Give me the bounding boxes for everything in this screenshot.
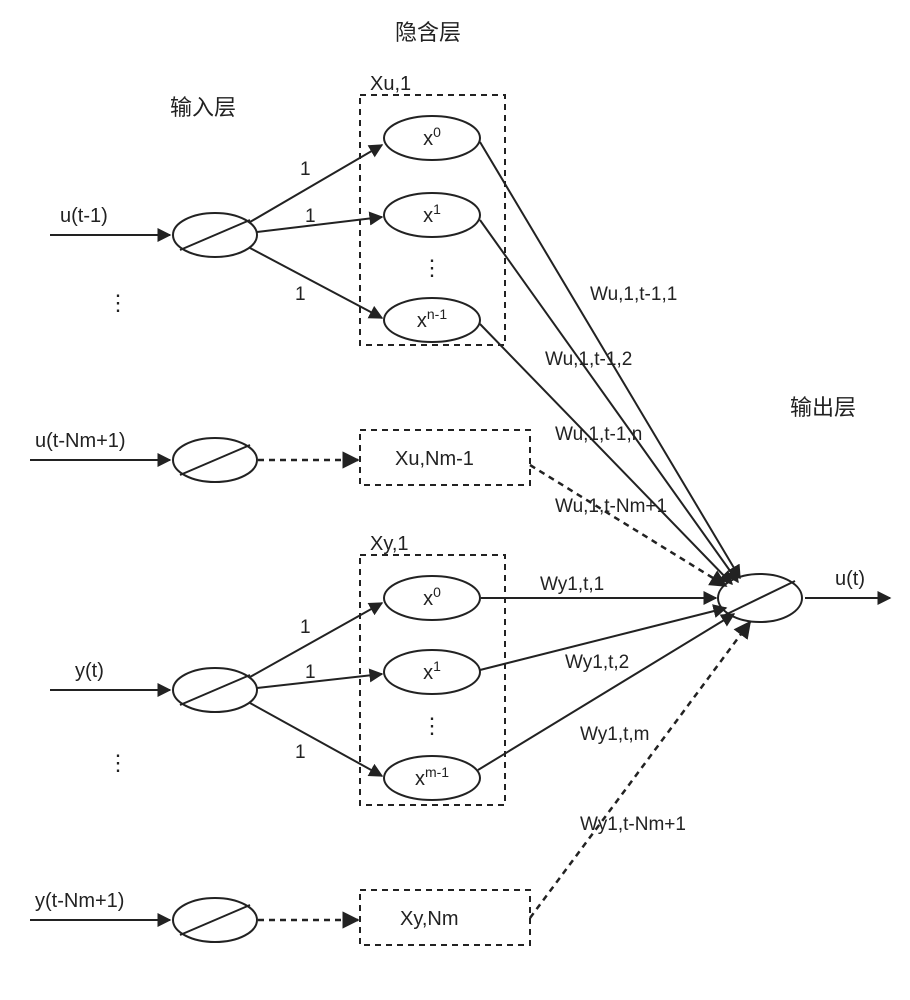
edge-weight-1b: 1 (305, 206, 316, 227)
vdots-input-u: ⋮ (107, 290, 129, 315)
hidden-title-xuN: Xu,Nm-1 (395, 448, 474, 470)
input-label-y1: y(t) (75, 660, 104, 682)
hidden-title-xu1: Xu,1 (370, 73, 411, 95)
edge-wy2: Wy1,t,2 (565, 652, 629, 673)
edges-y-to-hidden: 1 1 1 (250, 603, 382, 776)
hidden-title-xyN: Xy,Nm (400, 908, 459, 930)
input-label-u1: u(t-1) (60, 205, 108, 227)
edge-xyN-out-dashed (530, 622, 750, 918)
edge-weight-1a: 1 (300, 159, 311, 180)
vdots-input-y: ⋮ (107, 750, 129, 775)
edge-weight-1f: 1 (295, 742, 306, 763)
diagram-canvas: 输入层 隐含层 输出层 u(t-1) ⋮ u(t-Nm+1) y(t) ⋮ y(… (0, 0, 910, 1000)
edge-weight-1c: 1 (295, 284, 306, 305)
vdots-xy1: ⋮ (421, 713, 443, 738)
edge-wy1: Wy1,t,1 (540, 574, 604, 595)
edges-xy-to-output: Wy1,t,1 Wy1,t,2 Wy1,t,m (478, 574, 734, 770)
input-node-uN: u(t-Nm+1) (30, 430, 257, 482)
input-layer-title: 输入层 (170, 95, 236, 120)
input-node-yN: y(t-Nm+1) (30, 890, 257, 942)
edge-wu2: Wu,1,t-1,2 (545, 349, 632, 370)
node-xy1: x1 (423, 658, 441, 684)
node-x1: x1 (423, 201, 441, 227)
hidden-group-xuN: Xu,Nm-1 (360, 430, 530, 485)
input-label-yN: y(t-Nm+1) (35, 890, 124, 912)
output-node: u(t) (718, 568, 890, 622)
hidden-title-xy1: Xy,1 (370, 533, 409, 555)
node-x0: x0 (423, 124, 441, 150)
hidden-group-xyN: Xy,Nm (360, 890, 530, 945)
input-label-uN: u(t-Nm+1) (35, 430, 126, 452)
edge-wuNm: Wu,1,t-Nm+1 (555, 496, 667, 517)
edge-weight-1d: 1 (300, 617, 311, 638)
edge-wu1: Wu,1,t-1,1 (590, 284, 677, 305)
edges-xu-to-output: Wu,1,t-1,1 Wu,1,t-1,2 Wu,1,t-1,n (480, 142, 740, 584)
output-layer-title: 输出层 (790, 395, 856, 420)
hidden-group-xu1: Xu,1 x0 x1 ⋮ xn-1 (360, 73, 505, 345)
node-xym1: xm-1 (415, 764, 449, 790)
node-xy0: x0 (423, 584, 441, 610)
edge-wym: Wy1,t,m (580, 724, 650, 745)
hidden-layer-title: 隐含层 (395, 20, 461, 45)
edge-wyNm: Wy1,t-Nm+1 (580, 814, 686, 835)
node-xn1: xn-1 (417, 306, 447, 332)
input-node-u1: u(t-1) (50, 205, 257, 257)
input-node-y1: y(t) (50, 660, 257, 712)
edge-wun: Wu,1,t-1,n (555, 424, 642, 445)
vdots-xu1: ⋮ (421, 255, 443, 280)
edges-u-to-hidden: 1 1 1 (250, 145, 382, 318)
output-label: u(t) (835, 568, 865, 590)
edge-weight-1e: 1 (305, 662, 316, 683)
